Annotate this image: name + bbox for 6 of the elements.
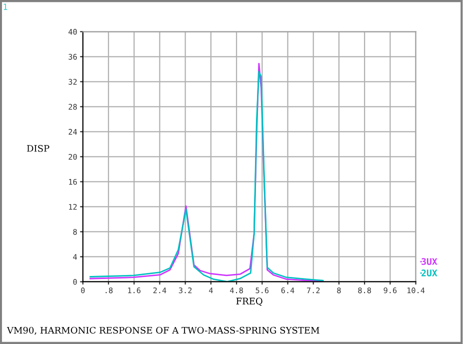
- y-axis-title: DISP: [27, 144, 50, 152]
- text: VM90, HARMONIC RESPONSE OF A TWO-MASS-SPRING SYSTEM: [6, 326, 320, 335]
- x-axis-title: FREQ: [236, 298, 262, 306]
- legend-label: 3UX: [422, 258, 438, 265]
- text: 1: [4, 4, 8, 10]
- legend-label: 2UX: [422, 270, 438, 276]
